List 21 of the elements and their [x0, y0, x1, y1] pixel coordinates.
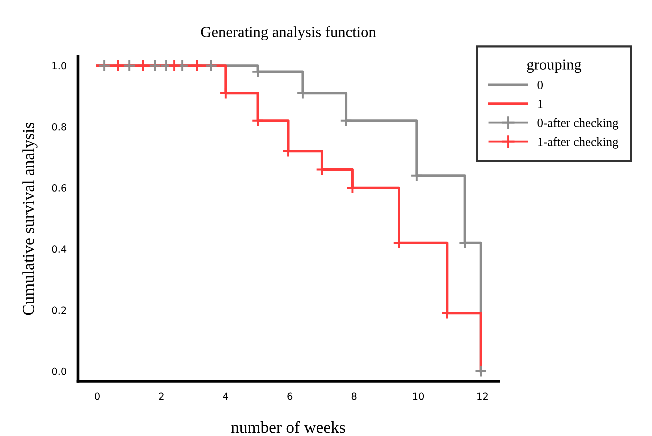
x-tick-label: 2: [159, 392, 164, 400]
y-tick-label: 1.0: [52, 62, 66, 70]
x-axis-title: number of weeks: [232, 421, 346, 434]
chart-title: Generating analysis function: [201, 26, 376, 41]
x-tick-label: 8: [352, 392, 357, 400]
legend-title: grouping: [527, 60, 582, 74]
y-tick-label: 0.2: [52, 306, 66, 314]
y-tick-label: 0.6: [52, 184, 67, 192]
legend-label: 0: [538, 81, 544, 90]
x-tick-label: 6: [288, 392, 293, 400]
x-tick-label: 0: [95, 392, 100, 400]
x-tick-label: 4: [223, 392, 228, 400]
y-axis-title: Cumulative survival analysis: [22, 122, 38, 316]
legend-label: 0-after checking: [538, 118, 619, 130]
y-tick-label: 0.4: [52, 246, 67, 254]
y-tick-label: 0.8: [52, 123, 66, 131]
legend-label: 1: [538, 100, 543, 108]
x-tick-label: 12: [478, 392, 488, 400]
y-tick-label: 0.0: [52, 368, 66, 376]
x-tick-label: 10: [413, 392, 424, 400]
legend-label: 1-after checking: [538, 137, 619, 149]
